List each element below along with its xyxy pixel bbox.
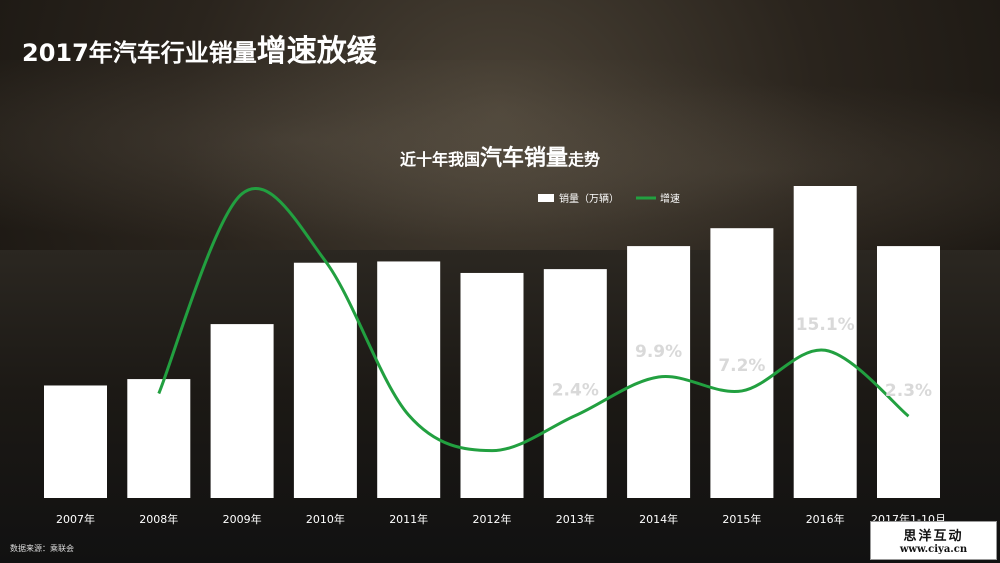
legend-label-growth: 增速 — [660, 192, 680, 205]
data-label: 7.2% — [718, 356, 765, 376]
bar-5 — [460, 272, 524, 498]
data-source-note: 数据来源：乘联会 — [10, 544, 74, 553]
chart-title: 近十年我国汽车销量走势 — [0, 140, 1000, 172]
bar-3 — [293, 262, 357, 498]
chart-legend: 销量（万辆） 增速 — [538, 192, 680, 205]
growth-line — [157, 186, 910, 453]
watermark-line1: 思洋互动 — [903, 529, 964, 544]
chart-title-part2: 汽车销量 — [479, 146, 568, 171]
bar-7 — [627, 246, 691, 498]
x-tick-label: 2009年 — [223, 512, 262, 526]
x-tick-label: 2007年 — [56, 512, 95, 526]
x-tick-label: 2015年 — [722, 512, 761, 526]
legend-label-sales: 销量（万辆） — [559, 192, 619, 205]
bar-1 — [127, 379, 191, 498]
watermark-logo: 思洋互动 www.ciya.cn — [870, 521, 997, 560]
data-label: 2.4% — [552, 381, 599, 401]
bar-0 — [44, 385, 107, 498]
bar-10 — [877, 246, 940, 498]
page-title: 2017年汽车行业销量增速放缓 — [22, 26, 377, 70]
data-labels: 2.4% 9.9% 7.2% 15.1% 2.3% — [552, 315, 932, 401]
bar-9 — [793, 186, 857, 498]
bar-8 — [710, 228, 774, 498]
x-tick-label: 2010年 — [306, 512, 345, 526]
x-tick-label: 2013年 — [556, 512, 595, 526]
bar-2 — [210, 324, 274, 498]
x-tick-label: 2011年 — [389, 512, 428, 526]
data-label: 2.3% — [885, 381, 932, 401]
growth-line-group — [157, 186, 910, 453]
page-title-part2: 增速放缓 — [256, 34, 377, 69]
x-tick-label: 2012年 — [473, 512, 512, 526]
page-title-part1: 2017年汽车行业销量 — [22, 39, 257, 67]
x-tick-label: 2008年 — [139, 512, 178, 526]
data-label: 9.9% — [635, 342, 682, 362]
watermark-line2: www.ciya.cn — [899, 544, 968, 555]
bar-6 — [543, 269, 607, 498]
data-label: 15.1% — [796, 315, 855, 335]
bar-group — [44, 186, 940, 498]
x-tick-label: 2016年 — [806, 512, 845, 526]
chart-title-part3: 走势 — [568, 150, 601, 169]
x-axis-labels: 2007年 2008年 2009年 2010年 2011年 2012年 2013年 2014年… — [56, 512, 946, 526]
x-tick-label: 2014年 — [639, 512, 678, 526]
legend-swatch-sales — [538, 194, 554, 202]
chart-title-part1: 近十年我国 — [399, 150, 480, 169]
